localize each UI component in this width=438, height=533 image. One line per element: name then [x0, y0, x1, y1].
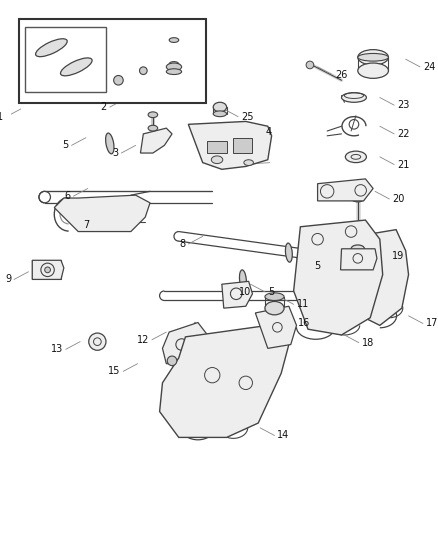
Text: 24: 24	[423, 62, 435, 72]
Ellipse shape	[148, 112, 158, 118]
Ellipse shape	[89, 333, 106, 350]
Ellipse shape	[345, 151, 367, 163]
Text: 13: 13	[51, 344, 63, 354]
Ellipse shape	[351, 245, 364, 253]
Text: 22: 22	[397, 129, 410, 139]
Text: 10: 10	[239, 287, 251, 297]
Text: 3: 3	[112, 148, 118, 158]
Ellipse shape	[211, 156, 223, 164]
Bar	[19, 19, 205, 103]
Ellipse shape	[240, 270, 246, 289]
Ellipse shape	[342, 93, 367, 102]
Text: 2: 2	[101, 102, 107, 112]
Text: 21: 21	[397, 159, 410, 169]
Polygon shape	[351, 230, 409, 325]
Ellipse shape	[286, 243, 292, 262]
Polygon shape	[188, 122, 272, 169]
Polygon shape	[162, 322, 208, 364]
Ellipse shape	[265, 302, 284, 315]
Ellipse shape	[166, 69, 182, 75]
Ellipse shape	[106, 133, 114, 154]
Ellipse shape	[244, 160, 254, 165]
Text: 9: 9	[5, 274, 11, 285]
Text: 25: 25	[241, 111, 254, 122]
Ellipse shape	[166, 63, 182, 71]
Polygon shape	[341, 249, 377, 270]
Text: 5: 5	[314, 261, 320, 271]
Ellipse shape	[351, 194, 364, 202]
Ellipse shape	[358, 50, 389, 65]
Polygon shape	[141, 128, 172, 153]
Polygon shape	[318, 179, 373, 201]
Text: 26: 26	[335, 69, 347, 79]
Text: 16: 16	[298, 319, 311, 328]
Ellipse shape	[213, 102, 226, 112]
Bar	[25, 27, 106, 92]
Ellipse shape	[306, 61, 314, 69]
Text: 14: 14	[277, 431, 290, 440]
Text: 11: 11	[297, 300, 309, 309]
Text: 20: 20	[392, 194, 405, 204]
Text: 19: 19	[392, 252, 405, 262]
Text: 12: 12	[137, 335, 149, 345]
Ellipse shape	[148, 125, 158, 131]
Ellipse shape	[358, 63, 389, 78]
Polygon shape	[255, 306, 297, 349]
Text: 5: 5	[62, 140, 69, 150]
Ellipse shape	[45, 267, 50, 273]
Ellipse shape	[113, 76, 123, 85]
Ellipse shape	[265, 293, 284, 301]
Text: 18: 18	[362, 337, 374, 348]
Ellipse shape	[213, 111, 226, 117]
Text: 4: 4	[266, 127, 272, 137]
Ellipse shape	[358, 53, 389, 61]
Ellipse shape	[60, 58, 92, 76]
Polygon shape	[233, 138, 252, 153]
Ellipse shape	[169, 62, 179, 67]
Ellipse shape	[139, 67, 147, 75]
Text: 6: 6	[64, 191, 71, 201]
Ellipse shape	[167, 356, 177, 366]
Text: 5: 5	[268, 287, 274, 297]
Polygon shape	[159, 325, 289, 438]
Ellipse shape	[35, 39, 67, 56]
Text: 23: 23	[397, 100, 410, 110]
Polygon shape	[293, 220, 383, 335]
Polygon shape	[222, 281, 252, 308]
Text: 15: 15	[108, 366, 120, 376]
Text: 8: 8	[179, 239, 185, 249]
Polygon shape	[54, 195, 150, 231]
Text: 7: 7	[84, 220, 90, 230]
Polygon shape	[32, 260, 64, 279]
Ellipse shape	[169, 38, 179, 43]
Text: 1: 1	[0, 111, 4, 122]
Polygon shape	[208, 141, 226, 153]
Text: 17: 17	[426, 319, 438, 328]
